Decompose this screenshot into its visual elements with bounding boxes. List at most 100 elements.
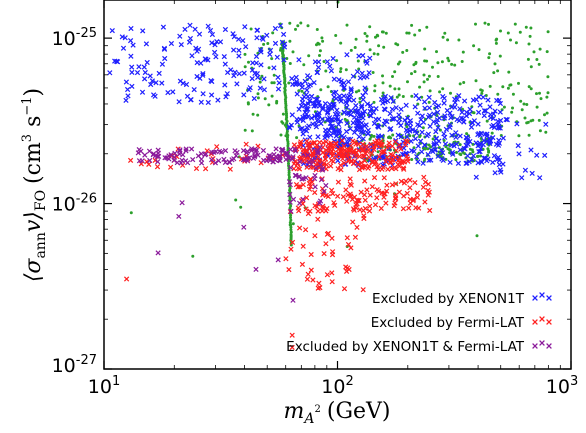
data-point-allowed <box>401 95 405 98</box>
data-point-excluded <box>374 138 380 144</box>
data-point-excluded <box>129 83 135 90</box>
data-point-excluded <box>412 104 418 110</box>
data-point-excluded <box>481 112 487 119</box>
data-point-excluded <box>362 85 368 91</box>
data-point-allowed <box>393 70 397 74</box>
data-point-excluded <box>194 73 200 80</box>
data-point-excluded <box>217 39 224 45</box>
data-point-excluded <box>308 251 314 258</box>
data-point-excluded <box>331 76 337 82</box>
data-point-allowed <box>263 97 267 101</box>
data-point-excluded <box>291 142 298 148</box>
data-point-allowed <box>373 89 377 93</box>
data-point-excluded <box>461 98 468 104</box>
data-point-excluded <box>212 42 218 48</box>
data-point-allowed <box>425 25 429 29</box>
data-point-excluded <box>496 123 502 130</box>
data-point-excluded <box>309 115 315 121</box>
data-point-excluded <box>253 60 260 66</box>
data-point-excluded <box>365 130 371 137</box>
data-point-excluded <box>348 87 354 94</box>
data-point-excluded <box>274 54 280 60</box>
data-point-excluded <box>123 276 130 282</box>
data-point-excluded <box>314 69 321 76</box>
data-point-excluded <box>362 158 368 164</box>
data-point-excluded <box>267 51 273 58</box>
data-point-excluded <box>344 52 350 58</box>
data-point-excluded <box>356 134 362 140</box>
data-point-excluded <box>205 23 211 29</box>
data-point-excluded <box>289 344 295 351</box>
data-point-excluded <box>347 147 353 154</box>
data-point-excluded <box>353 102 359 109</box>
legend-marker <box>546 295 552 301</box>
data-point-allowed <box>289 213 293 217</box>
x-axis-label-unit: (GeV) <box>327 399 391 424</box>
data-point-excluded <box>236 47 242 54</box>
data-point-excluded <box>310 100 317 106</box>
data-point-excluded <box>214 144 220 150</box>
data-point-excluded <box>424 133 430 139</box>
data-point-excluded <box>341 80 347 86</box>
data-point-allowed <box>517 81 520 85</box>
data-point-allowed <box>358 100 362 104</box>
data-point-excluded <box>367 108 373 115</box>
data-point-excluded <box>331 90 337 96</box>
x-tick-label: 102 <box>321 374 353 398</box>
data-point-excluded <box>248 146 255 152</box>
data-point-excluded <box>442 141 449 147</box>
data-point-excluded <box>154 164 161 170</box>
data-point-excluded <box>296 225 303 231</box>
data-point-excluded <box>231 72 237 79</box>
data-point-excluded <box>324 59 331 65</box>
data-point-excluded <box>292 148 299 154</box>
data-point-allowed <box>280 120 284 124</box>
data-point-excluded <box>255 74 261 81</box>
y-axis-label-unit-mid: s <box>21 116 46 134</box>
data-point-allowed <box>410 72 413 76</box>
data-point-excluded <box>463 160 469 167</box>
data-point-excluded <box>393 137 399 144</box>
data-point-excluded <box>353 202 359 208</box>
data-point-excluded <box>300 243 306 249</box>
data-point-excluded <box>318 177 325 183</box>
data-point-excluded <box>481 108 488 114</box>
data-point-excluded <box>271 65 277 71</box>
data-point-allowed <box>518 30 522 34</box>
data-point-excluded <box>200 72 206 78</box>
data-point-excluded <box>276 80 282 86</box>
data-point-allowed <box>480 89 484 93</box>
y-axis-label-mid: v⟩ <box>21 211 46 232</box>
data-point-excluded <box>346 156 352 162</box>
data-point-allowed <box>289 204 293 208</box>
data-point-excluded <box>258 49 264 55</box>
x-axis-label-subscript: A <box>302 411 314 427</box>
data-point-excluded <box>355 161 361 168</box>
data-point-excluded <box>286 266 292 273</box>
data-point-excluded <box>358 189 364 195</box>
data-point-allowed <box>339 70 342 74</box>
data-point-allowed <box>538 91 541 95</box>
data-point-excluded <box>431 111 437 117</box>
data-point-excluded <box>477 102 483 108</box>
data-point-excluded <box>288 208 294 215</box>
data-point-excluded <box>305 271 311 277</box>
data-point-allowed <box>410 94 414 98</box>
data-point-excluded <box>316 158 322 164</box>
data-point-allowed <box>365 39 369 43</box>
data-point-excluded <box>323 182 329 189</box>
data-point-allowed <box>535 92 538 96</box>
data-point-excluded <box>415 121 421 128</box>
data-point-excluded <box>396 142 402 148</box>
data-point-excluded <box>543 121 549 127</box>
data-point-excluded <box>344 120 350 127</box>
data-point-allowed <box>388 84 392 88</box>
data-point-excluded <box>319 166 326 172</box>
data-point-excluded <box>462 146 468 152</box>
data-point-allowed <box>422 80 426 84</box>
data-point-excluded <box>222 159 229 166</box>
data-point-allowed <box>320 36 324 40</box>
data-point-excluded <box>387 160 394 166</box>
data-point-allowed <box>532 50 536 54</box>
